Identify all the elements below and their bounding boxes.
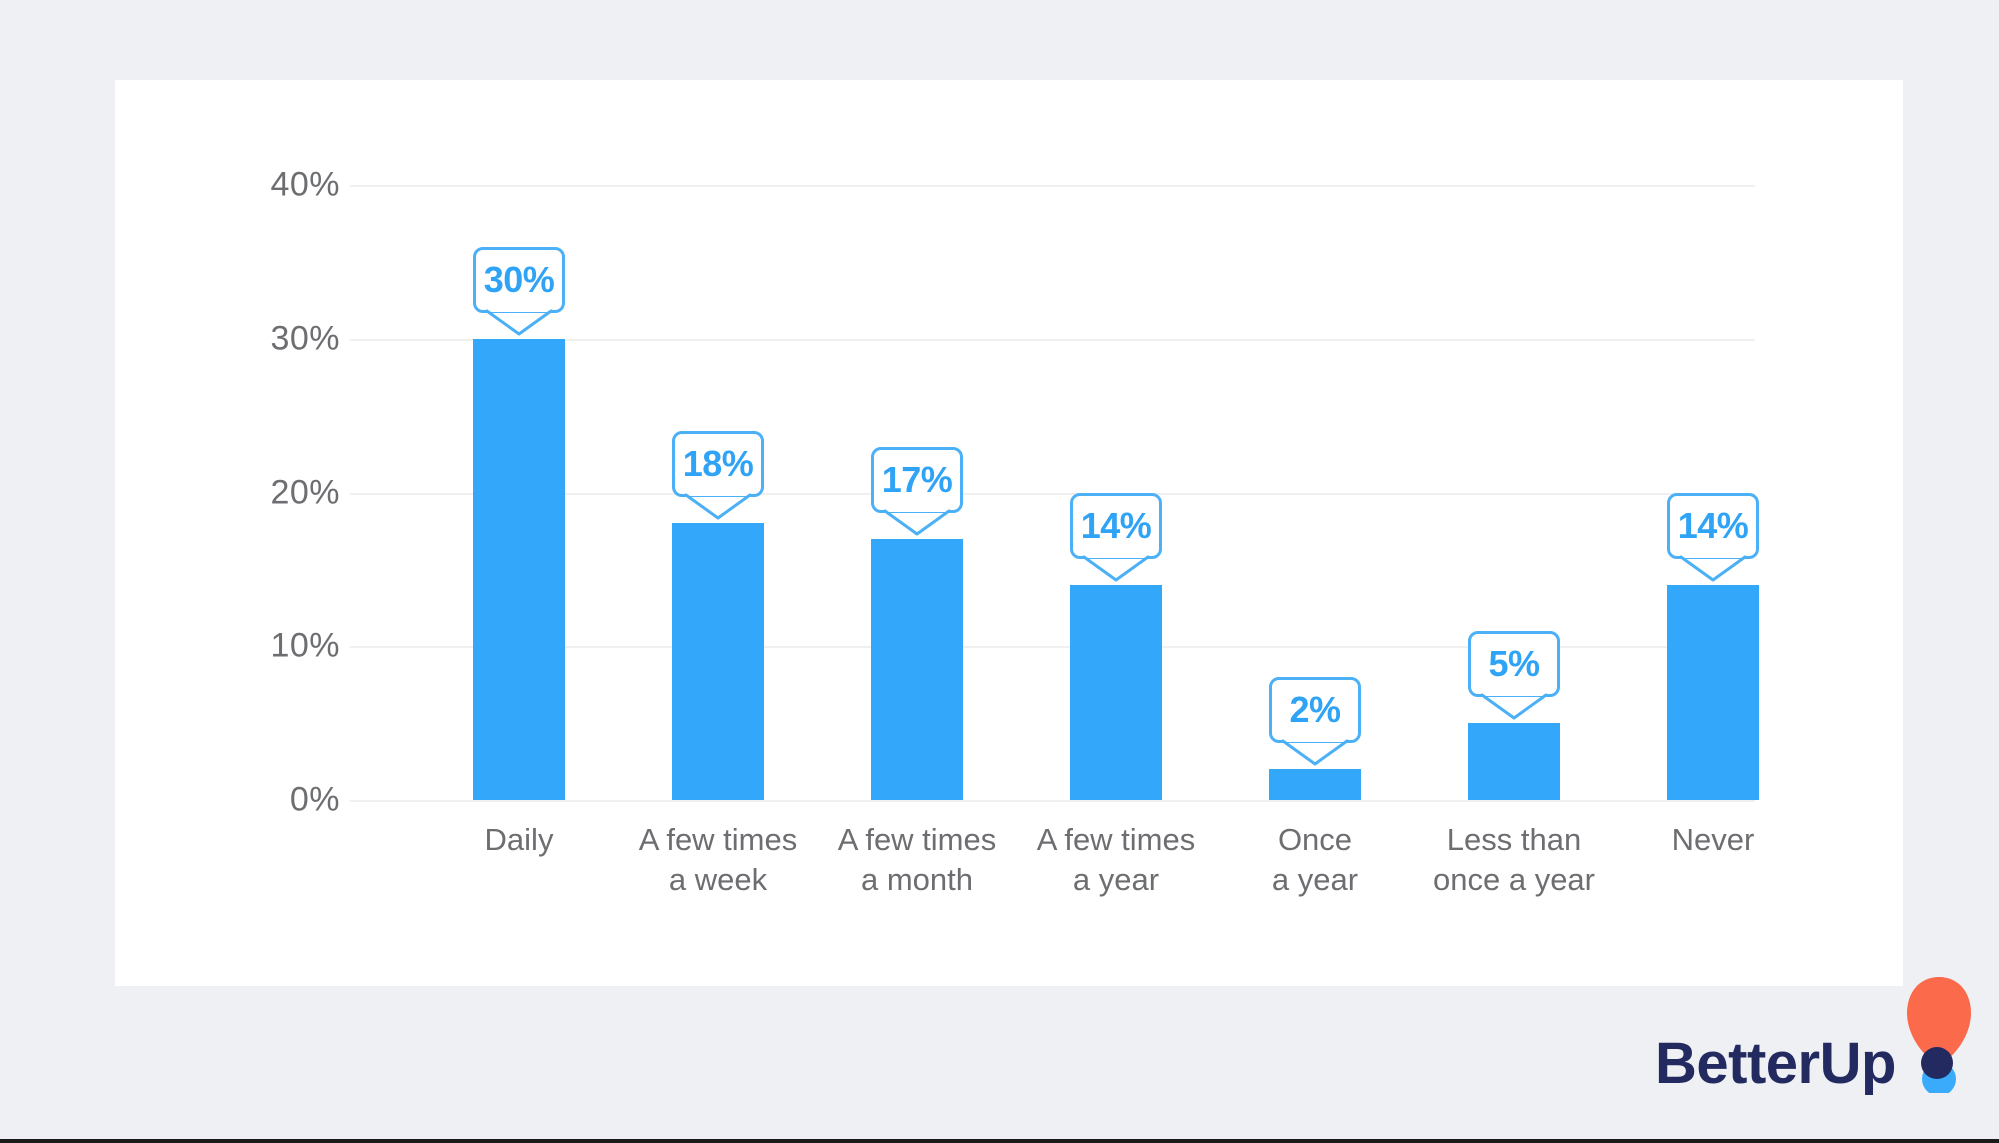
axis-baseline — [350, 800, 1755, 802]
page-bottom-rule — [0, 1139, 1999, 1143]
value-callout: 2% — [1269, 677, 1361, 766]
x-axis-tick-label: Daily — [484, 822, 554, 857]
callout-pointer-icon — [1281, 736, 1349, 766]
plot-area — [350, 185, 1755, 802]
bar-group[interactable]: 5% — [1468, 185, 1560, 800]
betterup-logo: BetterUp — [1655, 977, 1975, 1105]
value-callout-label: 2% — [1289, 689, 1341, 731]
value-callout-label: 17% — [881, 458, 953, 500]
callout-pointer-icon — [1082, 551, 1150, 582]
bar-group[interactable]: 2% — [1269, 185, 1361, 800]
x-axis-tick-label: A few times a week — [638, 822, 798, 897]
bar[interactable] — [672, 523, 764, 800]
gridline — [350, 492, 1755, 495]
value-callout-label: 5% — [1488, 643, 1540, 685]
x-axis-tick-label: A few times a year — [1036, 822, 1196, 897]
bars-layer: 30% 18% 17% 14% 2% 5% 14% — [350, 185, 1759, 800]
callout-pointer-icon — [883, 505, 951, 536]
betterup-balloon-mark — [1907, 977, 1971, 1093]
x-axis-tick-label: Less than once a year — [1433, 822, 1595, 897]
bar[interactable] — [1468, 723, 1560, 800]
y-axis-tick-label: 40% — [270, 165, 340, 204]
bar[interactable] — [1269, 769, 1361, 800]
value-callout: 17% — [871, 446, 963, 536]
x-axis-tick-label: Once a year — [1271, 822, 1359, 897]
bar[interactable] — [871, 538, 963, 800]
value-callout-label: 30% — [483, 258, 555, 300]
callout-pointer-icon — [1679, 551, 1747, 582]
value-callout-label: 14% — [1080, 504, 1152, 546]
value-callout-label: 14% — [1677, 504, 1749, 546]
value-callout: 5% — [1468, 631, 1560, 720]
callout-pointer-icon — [684, 490, 752, 520]
bar-group[interactable]: 14% — [1667, 185, 1759, 800]
y-axis: 40% 30% 20% 10% 0% — [155, 166, 340, 819]
betterup-wordmark: BetterUp — [1655, 1031, 1896, 1096]
y-axis-tick-label: 20% — [270, 473, 340, 511]
gridline — [350, 185, 1755, 187]
gridline — [350, 338, 1755, 341]
x-axis-tick-label: Never — [1671, 822, 1755, 857]
chart-card: 40% 30% 20% 10% 0% 30% 18% 17% 14% 2% 5% 14% Daily… — [115, 80, 1903, 986]
gridline — [350, 646, 1755, 649]
callout-pointer-icon — [485, 305, 553, 336]
bar[interactable] — [473, 338, 565, 800]
y-axis-tick-label: 10% — [270, 626, 340, 665]
bar[interactable] — [1667, 584, 1759, 800]
x-axis-tick-label: A few times a month — [837, 822, 997, 897]
bar-group[interactable]: 17% — [871, 185, 963, 800]
bar-group[interactable]: 30% — [473, 185, 565, 800]
value-callout: 18% — [672, 431, 764, 520]
callout-pointer-icon — [1480, 690, 1548, 720]
value-callout: 30% — [473, 246, 565, 336]
value-callout: 14% — [1070, 492, 1162, 582]
y-axis-tick-label: 0% — [289, 780, 340, 819]
value-callout: 14% — [1667, 492, 1759, 582]
bar-group[interactable]: 18% — [672, 185, 764, 800]
bar-group[interactable]: 14% — [1070, 185, 1162, 800]
x-axis-labels: Daily A few times a week A few times a mon… — [350, 820, 1755, 930]
value-callout-label: 18% — [682, 443, 754, 485]
y-axis-tick-label: 30% — [270, 319, 340, 358]
bar[interactable] — [1070, 584, 1162, 800]
